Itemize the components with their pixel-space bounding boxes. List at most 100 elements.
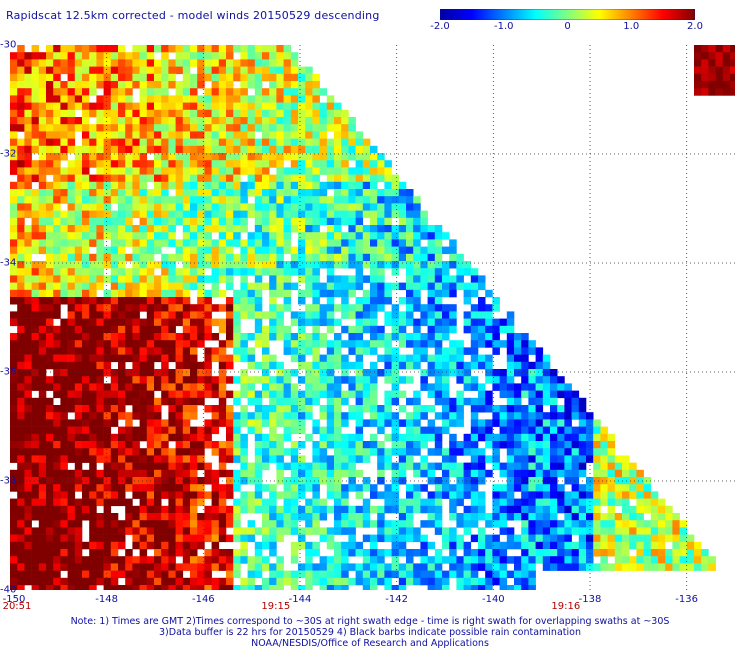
- wind-cell: [218, 275, 227, 283]
- wind-cell: [154, 513, 162, 521]
- wind-cell: [60, 167, 68, 175]
- wind-cell: [262, 527, 270, 535]
- wind-cell: [24, 261, 32, 269]
- wind-cell: [204, 549, 212, 557]
- wind-cell: [211, 333, 220, 341]
- wind-cell: [240, 311, 248, 319]
- wind-cell: [24, 167, 32, 175]
- wind-cell: [146, 59, 155, 67]
- wind-cell: [254, 95, 263, 103]
- wind-cell: [319, 102, 328, 111]
- wind-cell: [74, 441, 83, 449]
- wind-cell: [636, 513, 644, 521]
- wind-cell: [247, 203, 256, 211]
- wind-cell: [470, 347, 479, 355]
- wind-cell: [348, 527, 356, 535]
- wind-cell: [118, 289, 126, 298]
- wind-cell: [139, 534, 148, 543]
- wind-cell: [269, 268, 277, 276]
- wind-cell: [89, 275, 97, 283]
- wind-cell: [564, 556, 572, 564]
- wind-cell: [53, 88, 61, 96]
- wind-cell: [182, 81, 191, 89]
- wind-cell: [89, 102, 97, 111]
- wind-cell: [578, 534, 587, 543]
- wind-cell: [643, 520, 652, 528]
- wind-cell: [226, 577, 234, 586]
- wind-cell: [161, 153, 169, 161]
- wind-cell: [276, 52, 284, 60]
- wind-cell: [17, 145, 25, 154]
- wind-cell: [514, 484, 522, 492]
- wind-cell: [89, 225, 97, 233]
- wind-cell: [528, 491, 536, 499]
- wind-cell: [290, 102, 299, 111]
- wind-cell: [110, 534, 119, 543]
- wind-cell: [557, 433, 565, 442]
- wind-cell: [420, 311, 428, 319]
- wind-cell: [204, 117, 212, 125]
- wind-cell: [154, 412, 162, 420]
- wind-cell: [82, 246, 90, 255]
- wind-cell: [233, 304, 241, 312]
- wind-cell: [82, 541, 90, 550]
- wind-cell: [247, 52, 256, 60]
- wind-cell: [290, 405, 299, 413]
- wind-cell: [103, 354, 112, 363]
- wind-cell: [276, 196, 284, 204]
- wind-cell: [233, 585, 241, 590]
- wind-cell: [384, 448, 392, 456]
- wind-cell: [499, 498, 508, 507]
- wind-cell: [226, 354, 234, 363]
- wind-cell: [17, 253, 25, 262]
- wind-cell: [190, 131, 198, 139]
- wind-cell: [442, 570, 450, 579]
- wind-cell: [190, 45, 198, 53]
- wind-cell: [578, 448, 587, 456]
- wind-cell: [391, 419, 400, 427]
- wind-cell: [204, 109, 212, 118]
- wind-cell: [31, 174, 40, 183]
- wind-cell: [348, 520, 356, 528]
- wind-cell: [377, 203, 385, 211]
- wind-cell: [38, 232, 47, 240]
- wind-cell: [269, 441, 277, 449]
- wind-cell: [82, 304, 90, 312]
- wind-cell: [442, 426, 450, 435]
- wind-cell: [413, 484, 421, 492]
- wind-cell: [197, 45, 205, 53]
- wind-cell: [492, 412, 500, 420]
- wind-cell: [528, 477, 536, 485]
- wind-cell: [384, 181, 392, 190]
- wind-cell: [38, 534, 47, 543]
- wind-cell: [110, 217, 119, 226]
- wind-cell: [362, 570, 371, 579]
- wind-cell: [478, 477, 486, 485]
- wind-cell: [370, 361, 378, 370]
- wind-cell: [298, 505, 306, 514]
- wind-cell: [46, 513, 54, 521]
- wind-cell: [506, 448, 515, 456]
- wind-cell: [240, 282, 248, 291]
- wind-cell: [290, 246, 299, 255]
- wind-cell: [427, 232, 436, 240]
- wind-cell: [24, 433, 32, 442]
- wind-cell: [118, 138, 126, 147]
- wind-cell: [463, 311, 472, 319]
- wind-cell: [420, 347, 428, 355]
- wind-cell: [110, 541, 119, 550]
- wind-cell: [38, 203, 47, 211]
- wind-cell: [125, 311, 133, 319]
- wind-cell: [67, 145, 76, 154]
- wind-cell: [701, 549, 709, 557]
- wind-cell: [24, 426, 32, 435]
- wind-cell: [449, 369, 457, 377]
- wind-cell: [139, 448, 148, 456]
- wind-cell: [406, 426, 414, 435]
- wind-cell: [24, 527, 32, 535]
- wind-cell: [434, 354, 443, 363]
- wind-cell: [334, 239, 342, 247]
- wind-cell: [125, 477, 133, 485]
- wind-cell: [305, 261, 313, 269]
- wind-cell: [614, 520, 623, 528]
